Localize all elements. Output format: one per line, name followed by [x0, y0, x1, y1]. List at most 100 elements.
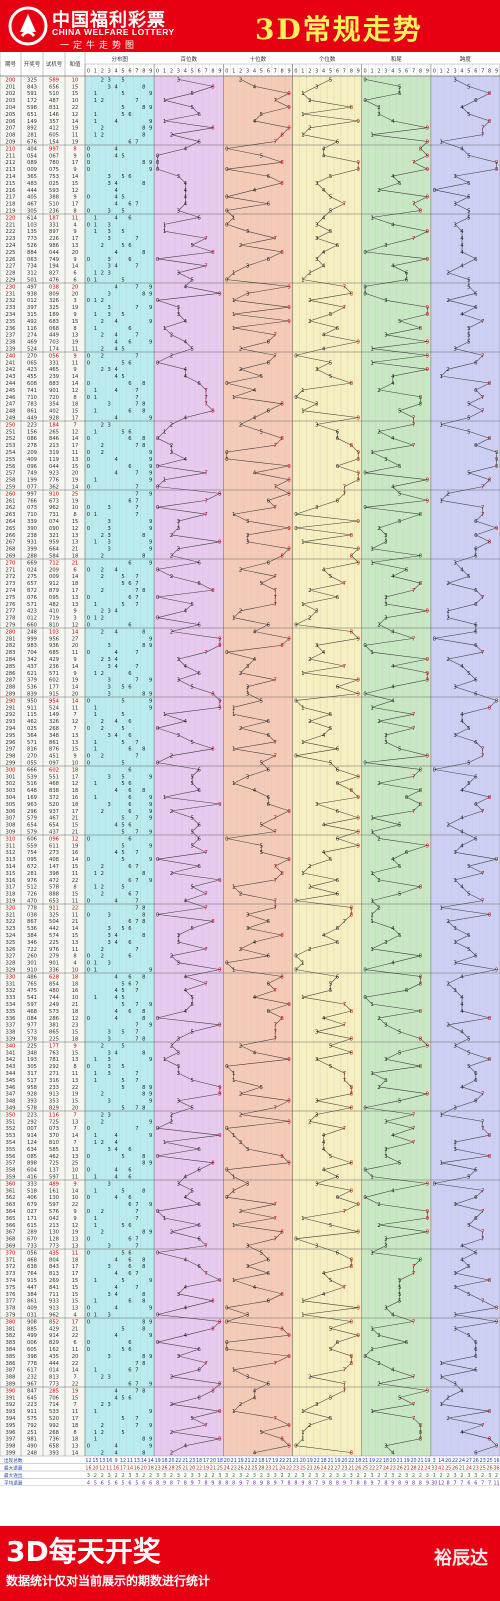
row-47-col-1: 783: [27, 402, 37, 408]
tens-mark-20: 1: [232, 215, 235, 221]
sum_tail-mark-163: 2: [377, 1202, 380, 1208]
row-164-col-0: 364: [6, 1209, 17, 1215]
dist-mark-117-2: 2: [101, 885, 104, 891]
sum_tail-mark-5: 2: [377, 112, 380, 118]
dist-mark-31-0: 9: [149, 291, 152, 297]
sum_tail-mark-161: 4: [391, 1188, 395, 1194]
row-92-col-0: 292: [6, 712, 16, 718]
stat-sum_tail-3-3: 8: [384, 1480, 387, 1486]
row-10-col-1: 404: [27, 146, 38, 152]
row-184-col-3: 11: [72, 1347, 79, 1353]
stat-sum_tail-2-2: 2: [377, 1473, 380, 1479]
units-mark-187: 7: [343, 1368, 346, 1374]
tens-mark-63: 1: [232, 512, 235, 518]
span-mark-93: 4: [460, 719, 464, 725]
tens-mark-34: 1: [232, 312, 235, 318]
dist-mark-94-1: 2: [101, 726, 104, 732]
dist-mark-181-2: 5: [121, 1326, 124, 1332]
row-91-col-0: 291: [6, 705, 16, 711]
units-mark-64: 9: [356, 519, 360, 525]
tens-mark-83: 0: [225, 650, 229, 656]
stat-distribution-0-7: 13: [134, 1458, 140, 1464]
row-52-col-0: 252: [6, 436, 16, 442]
row-189-col-3: 22: [72, 1381, 79, 1387]
row-39-col-1: 524: [27, 346, 38, 352]
stat-tens-3-0: 8: [225, 1480, 228, 1486]
sum_tail-mark-128: 4: [391, 961, 395, 967]
row-77-col-3: 9: [73, 609, 76, 615]
stat-tens-3-1: 8: [232, 1480, 235, 1486]
dist-mark-131-1: 6: [128, 981, 131, 987]
hundreds-mark-123: 5: [190, 926, 193, 932]
hundreds-mark-198: 4: [184, 1444, 188, 1450]
dist-mark-125-1: 4: [114, 940, 118, 946]
row-142-col-2: 781: [49, 1057, 59, 1063]
row-191-col-2: 706: [49, 1395, 59, 1401]
units-mark-158: 4: [322, 1168, 326, 1174]
units-mark-61: 6: [336, 498, 340, 504]
digit-header-3-4: 4: [322, 69, 325, 75]
stat-sum_tail-2-9: 3: [426, 1473, 429, 1479]
hundreds-mark-161: 5: [190, 1188, 193, 1194]
dist-mark-139-1: 7: [135, 1036, 138, 1042]
row-2-col-3: 15: [72, 91, 79, 97]
row-59-col-3: 14: [72, 484, 79, 490]
row-44-col-0: 244: [6, 381, 17, 387]
span-mark-89: 6: [474, 691, 478, 697]
stat-span-3-9: 11: [493, 1480, 499, 1486]
row-103-col-1: 648: [27, 788, 37, 794]
digit-header-5-8: 8: [488, 69, 491, 75]
dist-mark-179-1: 3: [108, 1312, 111, 1318]
hundreds-mark-132: 4: [184, 988, 188, 994]
row-119-col-2: 653: [49, 898, 59, 904]
dist-mark-151-1: 9: [149, 1119, 152, 1125]
tens-mark-5: 5: [260, 112, 263, 118]
hundreds-mark-122: 8: [211, 919, 215, 925]
row-120-col-2: 911: [49, 905, 59, 911]
dist-mark-109-0: 5: [121, 829, 124, 835]
units-mark-149: 8: [350, 1105, 354, 1111]
sum_tail-mark-198: 3: [384, 1444, 387, 1450]
tens-mark-193: 1: [232, 1409, 235, 1415]
dist-mark-82-2: 3: [108, 643, 111, 649]
stat-span-3-4: 7: [460, 1480, 463, 1486]
row-193-col-2: 533: [49, 1409, 59, 1415]
row-136-col-3: 12: [72, 1016, 79, 1022]
dist-mark-41-2: 5: [121, 360, 124, 366]
dist-mark-121-0: 0: [87, 912, 90, 918]
stat-label-0: 出现总数: [4, 1457, 23, 1464]
tens-mark-168: 7: [273, 1237, 276, 1243]
dist-mark-40-1: 7: [135, 353, 138, 359]
row-153-col-1: 914: [27, 1133, 38, 1139]
tens-mark-148: 9: [287, 1099, 291, 1105]
hundreds-mark-192: 2: [170, 1402, 173, 1408]
row-86-col-2: 571: [49, 671, 59, 677]
units-mark-193: 1: [301, 1409, 304, 1415]
dist-mark-135-2: 8: [142, 1009, 145, 1015]
dist-mark-127-0: 2: [101, 954, 104, 960]
dist-mark-57-2: 9: [149, 471, 152, 477]
dist-mark-176-1: 8: [142, 1292, 145, 1298]
sum_tail-mark-135: 8: [419, 1009, 423, 1015]
row-81-col-0: 281: [6, 636, 16, 642]
sum_tail-mark-44: 4: [391, 381, 395, 387]
units-mark-19: 5: [329, 208, 332, 214]
tens-mark-38: 6: [267, 340, 271, 346]
row-119-col-3: 11: [72, 898, 79, 904]
row-32-col-1: 012: [27, 298, 37, 304]
stat-units-2-9: 2: [357, 1473, 360, 1479]
tens-mark-33: 9: [287, 305, 291, 311]
row-162-col-2: 130: [49, 1195, 59, 1201]
stat-sum_tail-1-4: 23: [390, 1465, 396, 1471]
row-33-col-3: 19: [72, 305, 79, 311]
sum_tail-mark-119: 1: [370, 898, 373, 904]
stat-hundreds-0-9: 18: [217, 1458, 223, 1464]
units-mark-127: 0: [294, 954, 298, 960]
sum_tail-mark-39: 1: [370, 346, 373, 352]
dist-mark-23-0: 7: [135, 236, 138, 242]
units-mark-26: 3: [315, 257, 318, 263]
row-132-col-3: 16: [72, 988, 79, 994]
digit-header-1-4: 4: [184, 69, 187, 75]
sum_tail-mark-170: 1: [370, 1250, 373, 1256]
sum_tail-mark-181: 1: [370, 1326, 373, 1332]
